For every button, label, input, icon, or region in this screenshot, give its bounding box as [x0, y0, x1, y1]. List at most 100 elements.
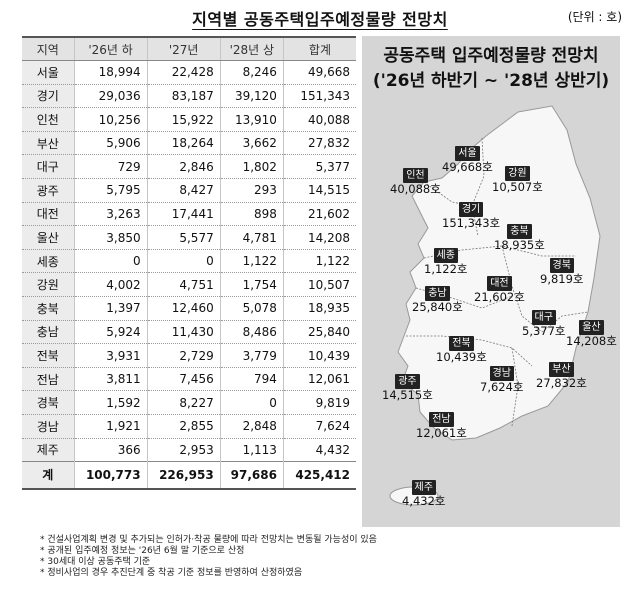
table-row: 서울 18,994 22,428 8,246 49,668: [22, 60, 356, 85]
map-region-label: 대구 5,377호: [522, 310, 566, 338]
region-name-badge: 대구: [531, 310, 556, 325]
value-cell: 2,848: [220, 414, 284, 439]
region-name-badge: 대전: [487, 276, 512, 291]
region-value: 12,061호: [416, 426, 467, 440]
value-cell: 3,662: [220, 131, 284, 156]
region-name-badge: 울산: [579, 320, 604, 335]
value-cell: 27,832: [283, 131, 356, 156]
map-title-line2: ('26년 하반기 ~ '28년 상반기): [372, 71, 610, 91]
value-cell: 794: [220, 367, 284, 392]
region-value: 1,122호: [424, 262, 468, 276]
value-cell: 21,602: [283, 202, 356, 227]
value-cell: 83,187: [147, 84, 221, 109]
value-cell: 0: [74, 249, 148, 274]
value-cell: 5,377: [283, 154, 356, 180]
table-header-row: 지역 '26년 하 '27년 '28년 상 합계: [22, 36, 356, 62]
map-region-label: 울산 14,208호: [566, 320, 617, 348]
map-region-label: 경북 9,819호: [540, 258, 584, 286]
map-region-label: 강원 10,507호: [492, 166, 543, 194]
table-row: 충남 5,924 11,430 8,486 25,840: [22, 320, 356, 345]
map-region-label: 인천 40,088호: [390, 168, 441, 196]
region-cell: 경기: [22, 84, 75, 109]
region-name-badge: 전남: [429, 412, 454, 427]
region-cell: 충북: [22, 296, 75, 321]
region-name-badge: 경기: [458, 202, 484, 217]
value-cell: 2,729: [147, 343, 221, 368]
value-cell: 5,795: [74, 178, 148, 203]
value-cell: 1,122: [283, 249, 356, 274]
region-cell: 부산: [22, 131, 75, 156]
value-cell: 17,441: [147, 202, 221, 227]
column-header-total: 합계: [283, 36, 356, 62]
column-header-28h1: '28년 상: [220, 36, 284, 62]
map-region-label: 경기 151,343호: [442, 202, 500, 230]
value-cell: 3,811: [74, 367, 148, 392]
table-row: 대구 729 2,846 1,802 5,377: [22, 154, 356, 180]
table-total-row: 계 100,773 226,953 97,686 425,412: [22, 461, 356, 490]
region-value: 14,208호: [566, 334, 617, 348]
region-cell: 서울: [22, 60, 75, 85]
value-cell: 10,507: [283, 272, 356, 298]
region-name-badge: 광주: [395, 374, 420, 389]
region-name-badge: 경북: [549, 258, 574, 273]
region-value: 10,507호: [492, 180, 543, 194]
value-cell: 1,592: [74, 390, 148, 415]
region-cell: 경북: [22, 390, 75, 415]
value-cell: 4,002: [74, 272, 148, 298]
region-name-badge: 충북: [507, 224, 532, 239]
region-value: 7,624호: [480, 380, 524, 394]
map-region-label: 광주 14,515호: [382, 374, 433, 402]
value-cell: 0: [220, 390, 284, 415]
table-row: 경북 1,592 8,227 0 9,819: [22, 390, 356, 415]
value-cell: 3,263: [74, 202, 148, 227]
page-title: 지역별 공동주택입주예정물량 전망치: [192, 10, 448, 29]
map-region-label: 전남 12,061호: [416, 412, 467, 440]
map-panel: 공동주택 입주예정물량 전망치 ('26년 하반기 ~ '28년 상반기) 서울…: [362, 36, 620, 527]
value-cell: 14,515: [283, 178, 356, 203]
map-region-label: 전북 10,439호: [436, 336, 487, 364]
value-cell: 1,754: [220, 272, 284, 298]
region-name-badge: 인천: [403, 168, 428, 183]
value-cell: 14,208: [283, 225, 356, 250]
value-cell: 2,846: [147, 154, 221, 180]
value-cell: 25,840: [283, 320, 356, 345]
total-value-cell: 425,412: [283, 461, 356, 490]
total-value-cell: 97,686: [220, 461, 284, 490]
table-row: 충북 1,397 12,460 5,078 18,935: [22, 296, 356, 321]
value-cell: 898: [220, 202, 284, 227]
supply-table: 지역 '26년 하 '27년 '28년 상 합계 서울 18,994 22,428 8…: [22, 36, 356, 490]
region-cell: 세종: [22, 249, 75, 274]
region-value: 49,668호: [442, 160, 493, 174]
region-cell: 강원: [22, 272, 75, 298]
table-row: 인천 10,256 15,922 13,910 40,088: [22, 107, 356, 132]
value-cell: 4,781: [220, 225, 284, 250]
region-value: 27,832호: [536, 376, 587, 390]
region-value: 151,343호: [442, 216, 501, 230]
value-cell: 8,227: [147, 390, 221, 415]
region-value: 40,088호: [390, 182, 441, 196]
value-cell: 18,935: [283, 296, 356, 321]
region-cell: 광주: [22, 178, 75, 203]
region-value: 5,377호: [522, 324, 566, 338]
value-cell: 22,428: [147, 60, 221, 85]
value-cell: 151,343: [283, 84, 356, 109]
value-cell: 49,668: [283, 60, 356, 85]
footnote-item: 건설사업계획 변경 및 추가되는 인허가·착공 물량에 따라 전망치는 변동될 …: [40, 535, 377, 546]
value-cell: 5,078: [220, 296, 284, 321]
region-value: 18,935호: [494, 238, 545, 252]
table-row: 전남 3,811 7,456 794 12,061: [22, 367, 356, 392]
column-header-26h2: '26년 하: [74, 36, 148, 62]
map-region-label: 부산 27,832호: [536, 362, 587, 390]
footnotes: 건설사업계획 변경 및 추가되는 인허가·착공 물량에 따라 전망치는 변동될 …: [40, 535, 377, 579]
value-cell: 293: [220, 178, 284, 203]
region-value: 25,840호: [412, 300, 463, 314]
table-row: 대전 3,263 17,441 898 21,602: [22, 202, 356, 227]
region-name-badge: 강원: [505, 166, 530, 181]
table-row: 경기 29,036 83,187 39,120 151,343: [22, 84, 356, 109]
value-cell: 11,430: [147, 320, 221, 345]
region-value: 14,515호: [382, 388, 433, 402]
region-cell: 인천: [22, 107, 75, 132]
column-header-region: 지역: [22, 36, 75, 62]
value-cell: 8,486: [220, 320, 284, 345]
value-cell: 18,264: [147, 131, 221, 156]
